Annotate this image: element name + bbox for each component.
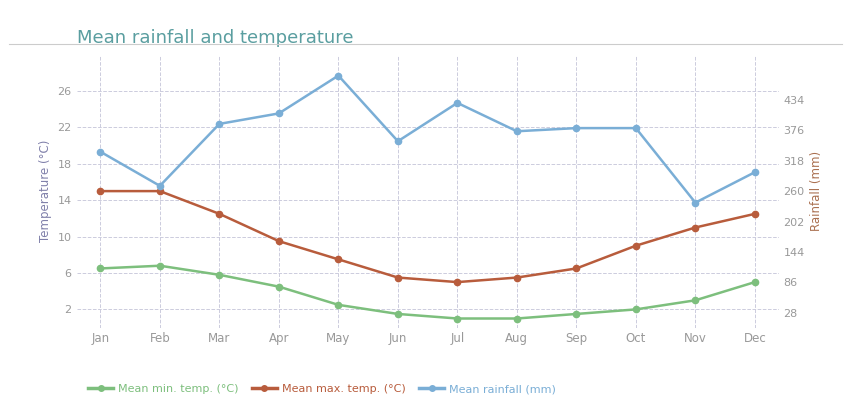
Mean rainfall (mm) [155, 183, 165, 188]
Mean max. temp. (°C) [95, 189, 106, 194]
Mean rainfall (mm) [393, 139, 403, 144]
Mean rainfall (mm) [214, 121, 225, 126]
Mean min. temp. (°C) [214, 272, 225, 277]
Y-axis label: Rainfall (mm): Rainfall (mm) [810, 151, 823, 231]
Mean min. temp. (°C) [511, 316, 522, 321]
Mean min. temp. (°C) [571, 312, 581, 317]
Mean min. temp. (°C) [334, 302, 344, 307]
Mean max. temp. (°C) [631, 243, 641, 248]
Mean max. temp. (°C) [274, 239, 284, 244]
Mean max. temp. (°C) [214, 211, 225, 216]
Mean max. temp. (°C) [393, 275, 403, 280]
Mean min. temp. (°C) [274, 284, 284, 289]
Y-axis label: Temperature (°C): Temperature (°C) [39, 140, 52, 242]
Legend: Mean min. temp. (°C), Mean max. temp. (°C), Mean rainfall (mm): Mean min. temp. (°C), Mean max. temp. (°… [84, 380, 561, 399]
Mean rainfall (mm) [631, 126, 641, 131]
Mean min. temp. (°C) [393, 312, 403, 317]
Mean max. temp. (°C) [750, 211, 760, 216]
Mean max. temp. (°C) [155, 189, 165, 194]
Mean max. temp. (°C) [571, 266, 581, 271]
Mean min. temp. (°C) [95, 266, 106, 271]
Mean rainfall (mm) [571, 126, 581, 131]
Mean rainfall (mm) [511, 129, 522, 134]
Mean max. temp. (°C) [690, 225, 700, 230]
Mean max. temp. (°C) [511, 275, 522, 280]
Mean rainfall (mm) [750, 170, 760, 175]
Mean max. temp. (°C) [334, 257, 344, 262]
Mean max. temp. (°C) [452, 280, 462, 285]
Mean rainfall (mm) [334, 73, 344, 78]
Text: Mean rainfall and temperature: Mean rainfall and temperature [77, 29, 353, 47]
Mean rainfall (mm) [95, 149, 106, 154]
Mean rainfall (mm) [452, 100, 462, 105]
Line: Mean rainfall (mm): Mean rainfall (mm) [97, 73, 758, 206]
Mean rainfall (mm) [690, 200, 700, 205]
Mean rainfall (mm) [274, 111, 284, 116]
Mean min. temp. (°C) [452, 316, 462, 321]
Mean min. temp. (°C) [631, 307, 641, 312]
Line: Mean max. temp. (°C): Mean max. temp. (°C) [97, 188, 758, 285]
Mean min. temp. (°C) [155, 263, 165, 268]
Line: Mean min. temp. (°C): Mean min. temp. (°C) [97, 262, 758, 322]
Mean min. temp. (°C) [690, 298, 700, 303]
Mean min. temp. (°C) [750, 280, 760, 285]
